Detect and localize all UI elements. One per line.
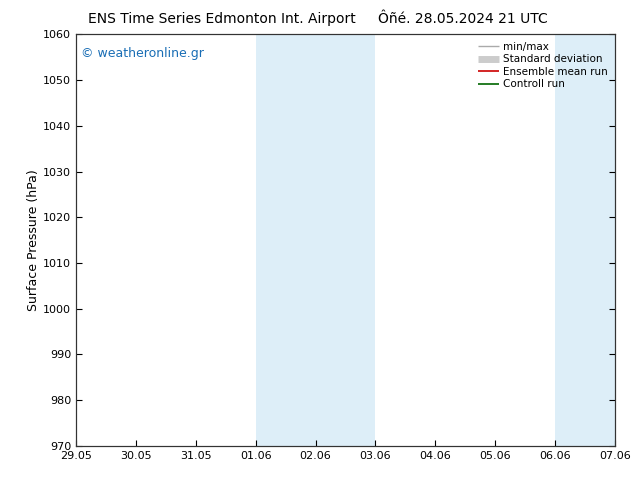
Text: Ôñé. 28.05.2024 21 UTC: Ôñé. 28.05.2024 21 UTC (378, 12, 548, 26)
Y-axis label: Surface Pressure (hPa): Surface Pressure (hPa) (27, 169, 41, 311)
Bar (256, 34, 375, 446)
Bar (555, 34, 634, 446)
Text: © weatheronline.gr: © weatheronline.gr (81, 47, 204, 60)
Legend: min/max, Standard deviation, Ensemble mean run, Controll run: min/max, Standard deviation, Ensemble me… (476, 40, 610, 92)
Text: ENS Time Series Edmonton Int. Airport: ENS Time Series Edmonton Int. Airport (88, 12, 356, 26)
